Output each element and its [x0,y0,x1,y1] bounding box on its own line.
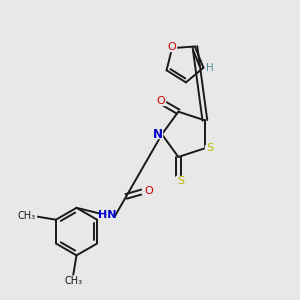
Bar [100,211,113,219]
Text: O: O [144,186,153,196]
Text: N: N [153,128,163,141]
Bar [20,212,36,221]
Bar [155,97,165,105]
Bar [142,187,152,194]
Bar [168,43,176,51]
Text: O: O [156,96,165,106]
Text: O: O [168,42,176,52]
Text: H: H [206,63,214,73]
Text: S: S [177,176,184,186]
Bar [153,130,162,138]
Text: HN: HN [98,210,116,220]
Text: S: S [207,143,214,153]
Bar [206,64,214,71]
Bar [67,276,80,285]
Text: CH₃: CH₃ [18,212,36,221]
Bar [176,176,185,183]
Text: CH₃: CH₃ [64,276,82,286]
Bar [206,145,215,152]
